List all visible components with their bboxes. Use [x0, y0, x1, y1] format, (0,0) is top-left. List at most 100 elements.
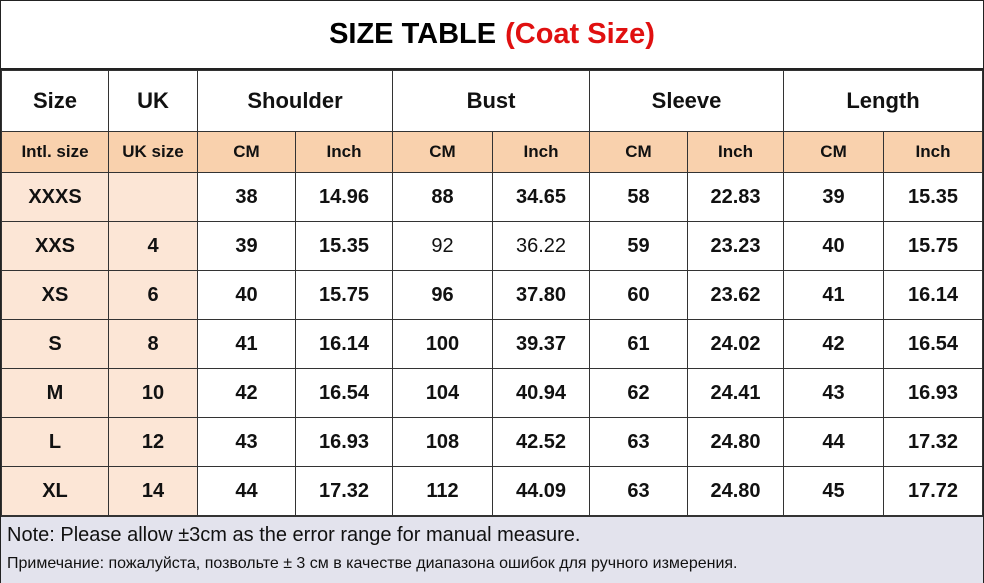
value-cell: 17.32	[295, 466, 393, 516]
value-cell: 16.93	[295, 417, 393, 467]
value-cell: 100	[392, 319, 493, 369]
value-cell: 16.14	[295, 319, 393, 369]
value-cell: 6	[108, 270, 198, 320]
value-cell: 92	[392, 221, 493, 271]
value-cell: 24.02	[687, 319, 785, 369]
size-cell: S	[1, 319, 109, 369]
size-cell: XS	[1, 270, 109, 320]
value-cell: 23.62	[687, 270, 785, 320]
table-title: SIZE TABLE (Coat Size)	[1, 1, 983, 70]
note-box: Note: Please allow ±3cm as the error ran…	[1, 516, 983, 583]
table-row: L 12 43 16.93 108 42.52 63 24.80 44 17.32	[1, 417, 983, 467]
header-length: Length	[783, 70, 983, 132]
value-cell: 40	[783, 221, 885, 271]
subheader-cell: Inch	[491, 131, 591, 173]
value-cell: 42	[197, 368, 296, 418]
subheader-row: Intl. size UK size CM Inch CM Inch CM Inch CM Inc…	[1, 131, 983, 173]
header-size: Size	[1, 70, 109, 132]
value-cell: 22.83	[687, 172, 785, 222]
title-main: SIZE TABLE	[329, 18, 497, 50]
subheader-cell: CM	[589, 131, 689, 173]
value-cell: 42.52	[491, 417, 591, 467]
value-cell: 43	[783, 368, 885, 418]
value-cell: 42	[783, 319, 885, 369]
value-cell: 38	[197, 172, 296, 222]
value-cell: 36.22	[491, 221, 591, 271]
value-cell: 14.96	[295, 172, 393, 222]
value-cell: 88	[392, 172, 493, 222]
size-table: Size UK Shoulder Bust Sleeve Length Intl. size…	[1, 70, 983, 516]
header-uk: UK	[108, 70, 198, 132]
table-row: XXS 4 39 15.35 92 36.22 59 23.23 40 15.75	[1, 221, 983, 271]
value-cell: 16.54	[883, 319, 983, 369]
value-cell: 108	[392, 417, 493, 467]
size-cell: XXXS	[1, 172, 109, 222]
subheader-cell: UK size	[108, 131, 198, 173]
subheader-cell: Intl. size	[1, 131, 109, 173]
value-cell: 23.23	[687, 221, 785, 271]
value-cell: 44	[197, 466, 296, 516]
value-cell	[108, 172, 198, 222]
value-cell: 24.80	[687, 466, 785, 516]
value-cell: 24.80	[687, 417, 785, 467]
value-cell: 39.37	[491, 319, 591, 369]
value-cell: 17.32	[883, 417, 983, 467]
value-cell: 24.41	[687, 368, 785, 418]
value-cell: 60	[589, 270, 689, 320]
value-cell: 34.65	[491, 172, 591, 222]
value-cell: 16.54	[295, 368, 393, 418]
value-cell: 15.35	[883, 172, 983, 222]
table-row: XS 6 40 15.75 96 37.80 60 23.62 41 16.14	[1, 270, 983, 320]
value-cell: 112	[392, 466, 493, 516]
value-cell: 12	[108, 417, 198, 467]
value-cell: 10	[108, 368, 198, 418]
table-row: XXXS 38 14.96 88 34.65 58 22.83 39 15.35	[1, 172, 983, 222]
value-cell: 44	[783, 417, 885, 467]
value-cell: 63	[589, 417, 689, 467]
size-cell: XXS	[1, 221, 109, 271]
value-cell: 15.35	[295, 221, 393, 271]
value-cell: 39	[197, 221, 296, 271]
size-cell: L	[1, 417, 109, 467]
value-cell: 16.14	[883, 270, 983, 320]
value-cell: 17.72	[883, 466, 983, 516]
value-cell: 37.80	[491, 270, 591, 320]
header-bust: Bust	[391, 70, 591, 132]
value-cell: 62	[589, 368, 689, 418]
header-row: Size UK Shoulder Bust Sleeve Length	[1, 70, 983, 132]
note-english: Note: Please allow ±3cm as the error ran…	[7, 524, 581, 546]
value-cell: 39	[783, 172, 885, 222]
subheader-cell: CM	[783, 131, 885, 173]
value-cell: 8	[108, 319, 198, 369]
header-shoulder: Shoulder	[197, 70, 393, 132]
value-cell: 40	[197, 270, 296, 320]
table-row: M 10 42 16.54 104 40.94 62 24.41 43 16.93	[1, 368, 983, 418]
header-sleeve: Sleeve	[589, 70, 785, 132]
value-cell: 61	[589, 319, 689, 369]
value-cell: 41	[783, 270, 885, 320]
value-cell: 15.75	[295, 270, 393, 320]
value-cell: 14	[108, 466, 198, 516]
value-cell: 4	[108, 221, 198, 271]
subheader-cell: Inch	[295, 131, 393, 173]
table-row: S 8 41 16.14 100 39.37 61 24.02 42 16.54	[1, 319, 983, 369]
value-cell: 59	[589, 221, 689, 271]
subheader-cell: CM	[197, 131, 296, 173]
value-cell: 45	[783, 466, 885, 516]
value-cell: 96	[392, 270, 493, 320]
value-cell: 16.93	[883, 368, 983, 418]
size-cell: XL	[1, 466, 109, 516]
note-russian: Примечание: пожалуйста, позвольте ± 3 см…	[7, 555, 738, 572]
subheader-cell: Inch	[883, 131, 983, 173]
subheader-cell: CM	[392, 131, 493, 173]
title-sub: (Coat Size)	[505, 18, 655, 50]
value-cell: 63	[589, 466, 689, 516]
value-cell: 104	[392, 368, 493, 418]
value-cell: 43	[197, 417, 296, 467]
value-cell: 44.09	[491, 466, 591, 516]
value-cell: 41	[197, 319, 296, 369]
value-cell: 58	[589, 172, 689, 222]
value-cell: 15.75	[883, 221, 983, 271]
size-cell: M	[1, 368, 109, 418]
